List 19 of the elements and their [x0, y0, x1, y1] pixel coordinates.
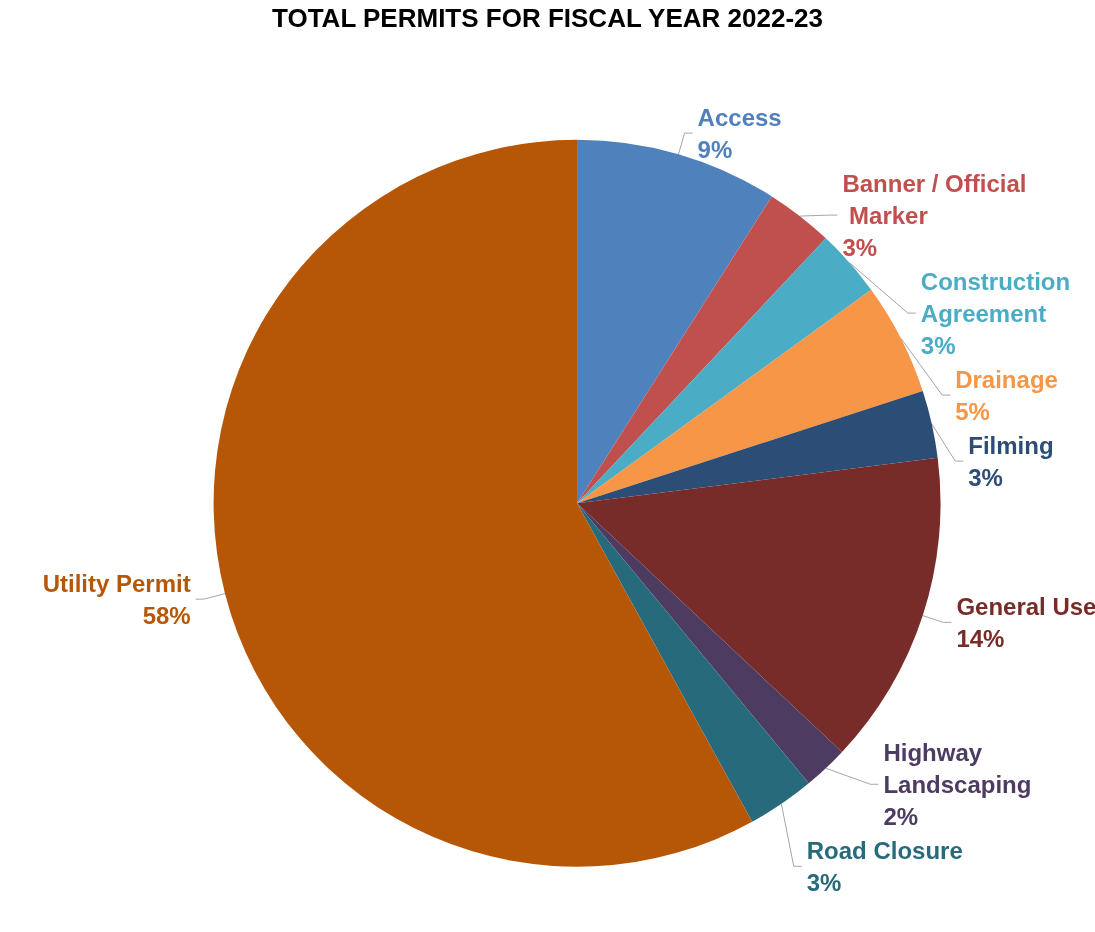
- data-label: 9%: [697, 135, 733, 163]
- slice-label: Utility Permit: [42, 569, 191, 597]
- data-label: 3%: [806, 868, 842, 896]
- data-label: 3%: [920, 331, 956, 359]
- slice-label: Drainage: [955, 365, 1058, 393]
- slice-label: Road Closure: [806, 836, 963, 864]
- slice-label: Banner / Official Marker: [842, 169, 1027, 229]
- data-label: 14%: [956, 624, 1005, 652]
- slice-label: General Use: [956, 592, 1095, 620]
- chart-title: TOTAL PERMITS FOR FISCAL YEAR 2022-23: [272, 3, 823, 33]
- slice-label: Construction Agreement: [920, 267, 1077, 327]
- data-label: 3%: [842, 233, 878, 261]
- data-label: 2%: [883, 802, 919, 830]
- data-label: 3%: [968, 463, 1003, 491]
- slice-label: Access: [697, 103, 782, 131]
- data-label: 58%: [142, 601, 191, 629]
- slice-label: Highway Landscaping: [883, 738, 1032, 798]
- slice-label: Filming: [968, 431, 1054, 459]
- data-label: 5%: [955, 397, 990, 425]
